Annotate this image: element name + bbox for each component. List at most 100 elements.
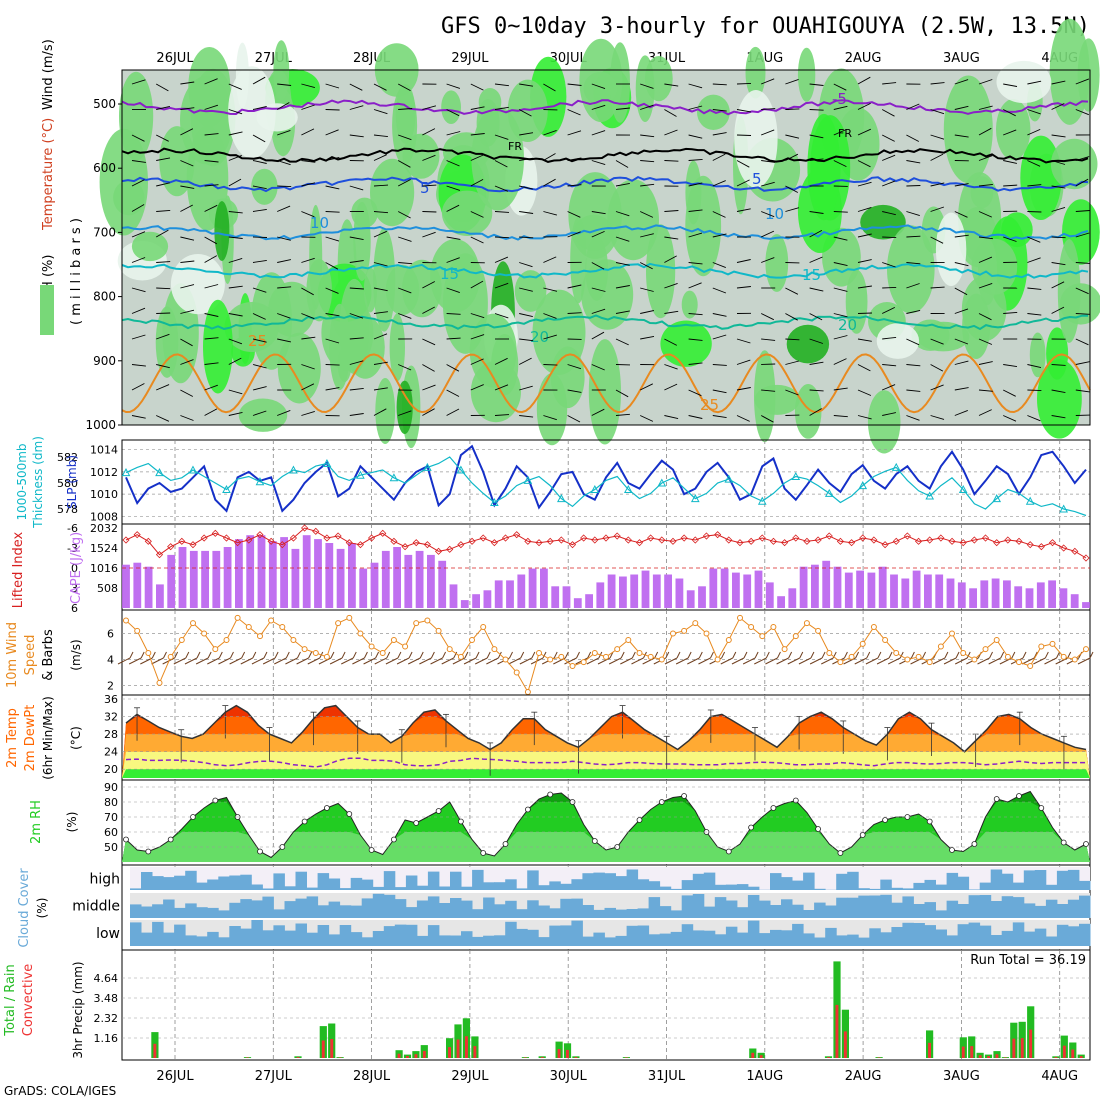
wind-barb (761, 78, 775, 85)
cloud-cell (615, 935, 627, 946)
precip-tick-4.64: 4.64 (94, 972, 119, 985)
wind10-barb-feather (609, 651, 614, 659)
rh-blob (203, 299, 233, 394)
wind-barb (494, 83, 509, 87)
cape-bar (178, 547, 187, 608)
wind10-barb-feather (866, 651, 871, 659)
wind-barb (349, 185, 364, 191)
wind10-marker (882, 637, 889, 643)
wind-barb (882, 82, 897, 85)
lifted-index-marker (624, 536, 632, 544)
wind-barb (131, 179, 145, 187)
wind-barb (373, 287, 388, 292)
cloud-cell (913, 923, 925, 946)
cloud-cell (781, 930, 793, 946)
wind-barb (712, 262, 726, 269)
wind10-barb-feather (453, 651, 458, 659)
thickness-marker (322, 458, 332, 467)
cloud-cell (262, 930, 274, 946)
wind-barb (567, 157, 582, 161)
wind10-marker (156, 679, 163, 686)
wind10-barb-feather (252, 651, 257, 659)
wind10-barb-feather (922, 651, 927, 659)
wind-barb (809, 256, 823, 263)
cloud-cell (361, 898, 374, 918)
cape-tick-0: 2032 (90, 522, 118, 535)
wind10-barb (865, 657, 879, 665)
wind10-marker (647, 653, 654, 660)
wind10-barb-feather (475, 651, 480, 659)
wind-barb (349, 360, 364, 365)
cape-bar (551, 586, 560, 608)
wind-barb (1075, 287, 1089, 295)
wind-barb (228, 154, 242, 161)
cape-bar (844, 572, 853, 608)
precip-convective-bar (978, 1055, 982, 1058)
rh-marker (815, 826, 821, 832)
wind10-barb-feather (855, 651, 860, 659)
lifted-index-marker (189, 541, 197, 549)
contour-label-1: FR (508, 140, 522, 153)
slp-axis-label: SLP (mb) (65, 455, 79, 509)
cape-bar (156, 584, 164, 608)
cloud-cell (736, 884, 749, 890)
lifted-index-marker (222, 534, 231, 542)
wind10-marker (960, 650, 967, 656)
isotherm-freezing (121, 147, 1089, 164)
wind-barb (591, 104, 606, 110)
cloud-cell (141, 906, 153, 918)
wind-barb (664, 83, 679, 87)
wind-barb (228, 313, 243, 317)
wind-barb (978, 105, 993, 110)
wind-barb (277, 286, 292, 289)
wind10-marker (524, 689, 531, 695)
wind-barb (519, 262, 533, 268)
wind-barb (954, 183, 969, 187)
wind10-barb (742, 657, 756, 665)
wind-barb (446, 109, 460, 117)
wind10-barb (698, 657, 711, 665)
wind-barb (349, 260, 364, 263)
temp-tick-24: 24 (104, 746, 118, 759)
wind-barb (494, 160, 508, 168)
cloud-cell (240, 928, 252, 946)
lifted-index-marker (758, 534, 766, 542)
wind-barb (785, 134, 800, 139)
wind-barb (857, 389, 872, 396)
cloud-cell (803, 872, 815, 890)
rh-blob (363, 267, 378, 313)
cloud-cell (439, 903, 451, 918)
wind-barb (1051, 80, 1066, 85)
lifted-index-marker (881, 541, 889, 549)
li-tick-2: 0 (71, 562, 78, 575)
cloud-cell (670, 931, 683, 946)
wind-barb (543, 129, 557, 136)
wind-barb (446, 313, 461, 315)
lifted-index-marker (446, 545, 454, 553)
cloud-cell (284, 886, 296, 890)
cloud-cell (372, 886, 385, 890)
cloud-cell (229, 926, 241, 946)
precip-convective-bar (448, 1047, 451, 1058)
wind-barb (930, 82, 945, 85)
precip-convective-bar (625, 1057, 628, 1058)
lifted-index-marker (457, 541, 465, 549)
cape-bar (449, 584, 458, 608)
rh-band-below-60 (122, 832, 1090, 862)
wind10-axis-label-2: Speed (23, 635, 38, 676)
cloud-cell (1034, 870, 1047, 890)
wind10-barb-feather (821, 651, 826, 659)
cloud-cell (505, 921, 517, 946)
wind-barb (277, 338, 291, 343)
wind-barb (519, 132, 534, 136)
wind10-barb-feather (1067, 651, 1072, 659)
cloud-cell (814, 937, 826, 946)
wind-barb (906, 185, 921, 187)
wind10-marker (469, 637, 475, 643)
wind-barb (397, 211, 411, 219)
wind-barb (155, 134, 169, 142)
upper-axis-labels: RH (%)Temperature (°C)Wind (m/s) (41, 39, 56, 300)
wind-barb (422, 211, 437, 213)
cloud-cell (1079, 923, 1091, 946)
cloud-cell (461, 900, 473, 918)
